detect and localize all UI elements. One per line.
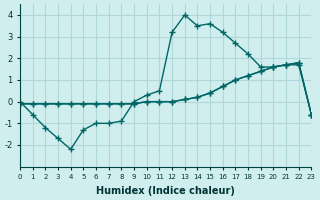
X-axis label: Humidex (Indice chaleur): Humidex (Indice chaleur) <box>96 186 235 196</box>
